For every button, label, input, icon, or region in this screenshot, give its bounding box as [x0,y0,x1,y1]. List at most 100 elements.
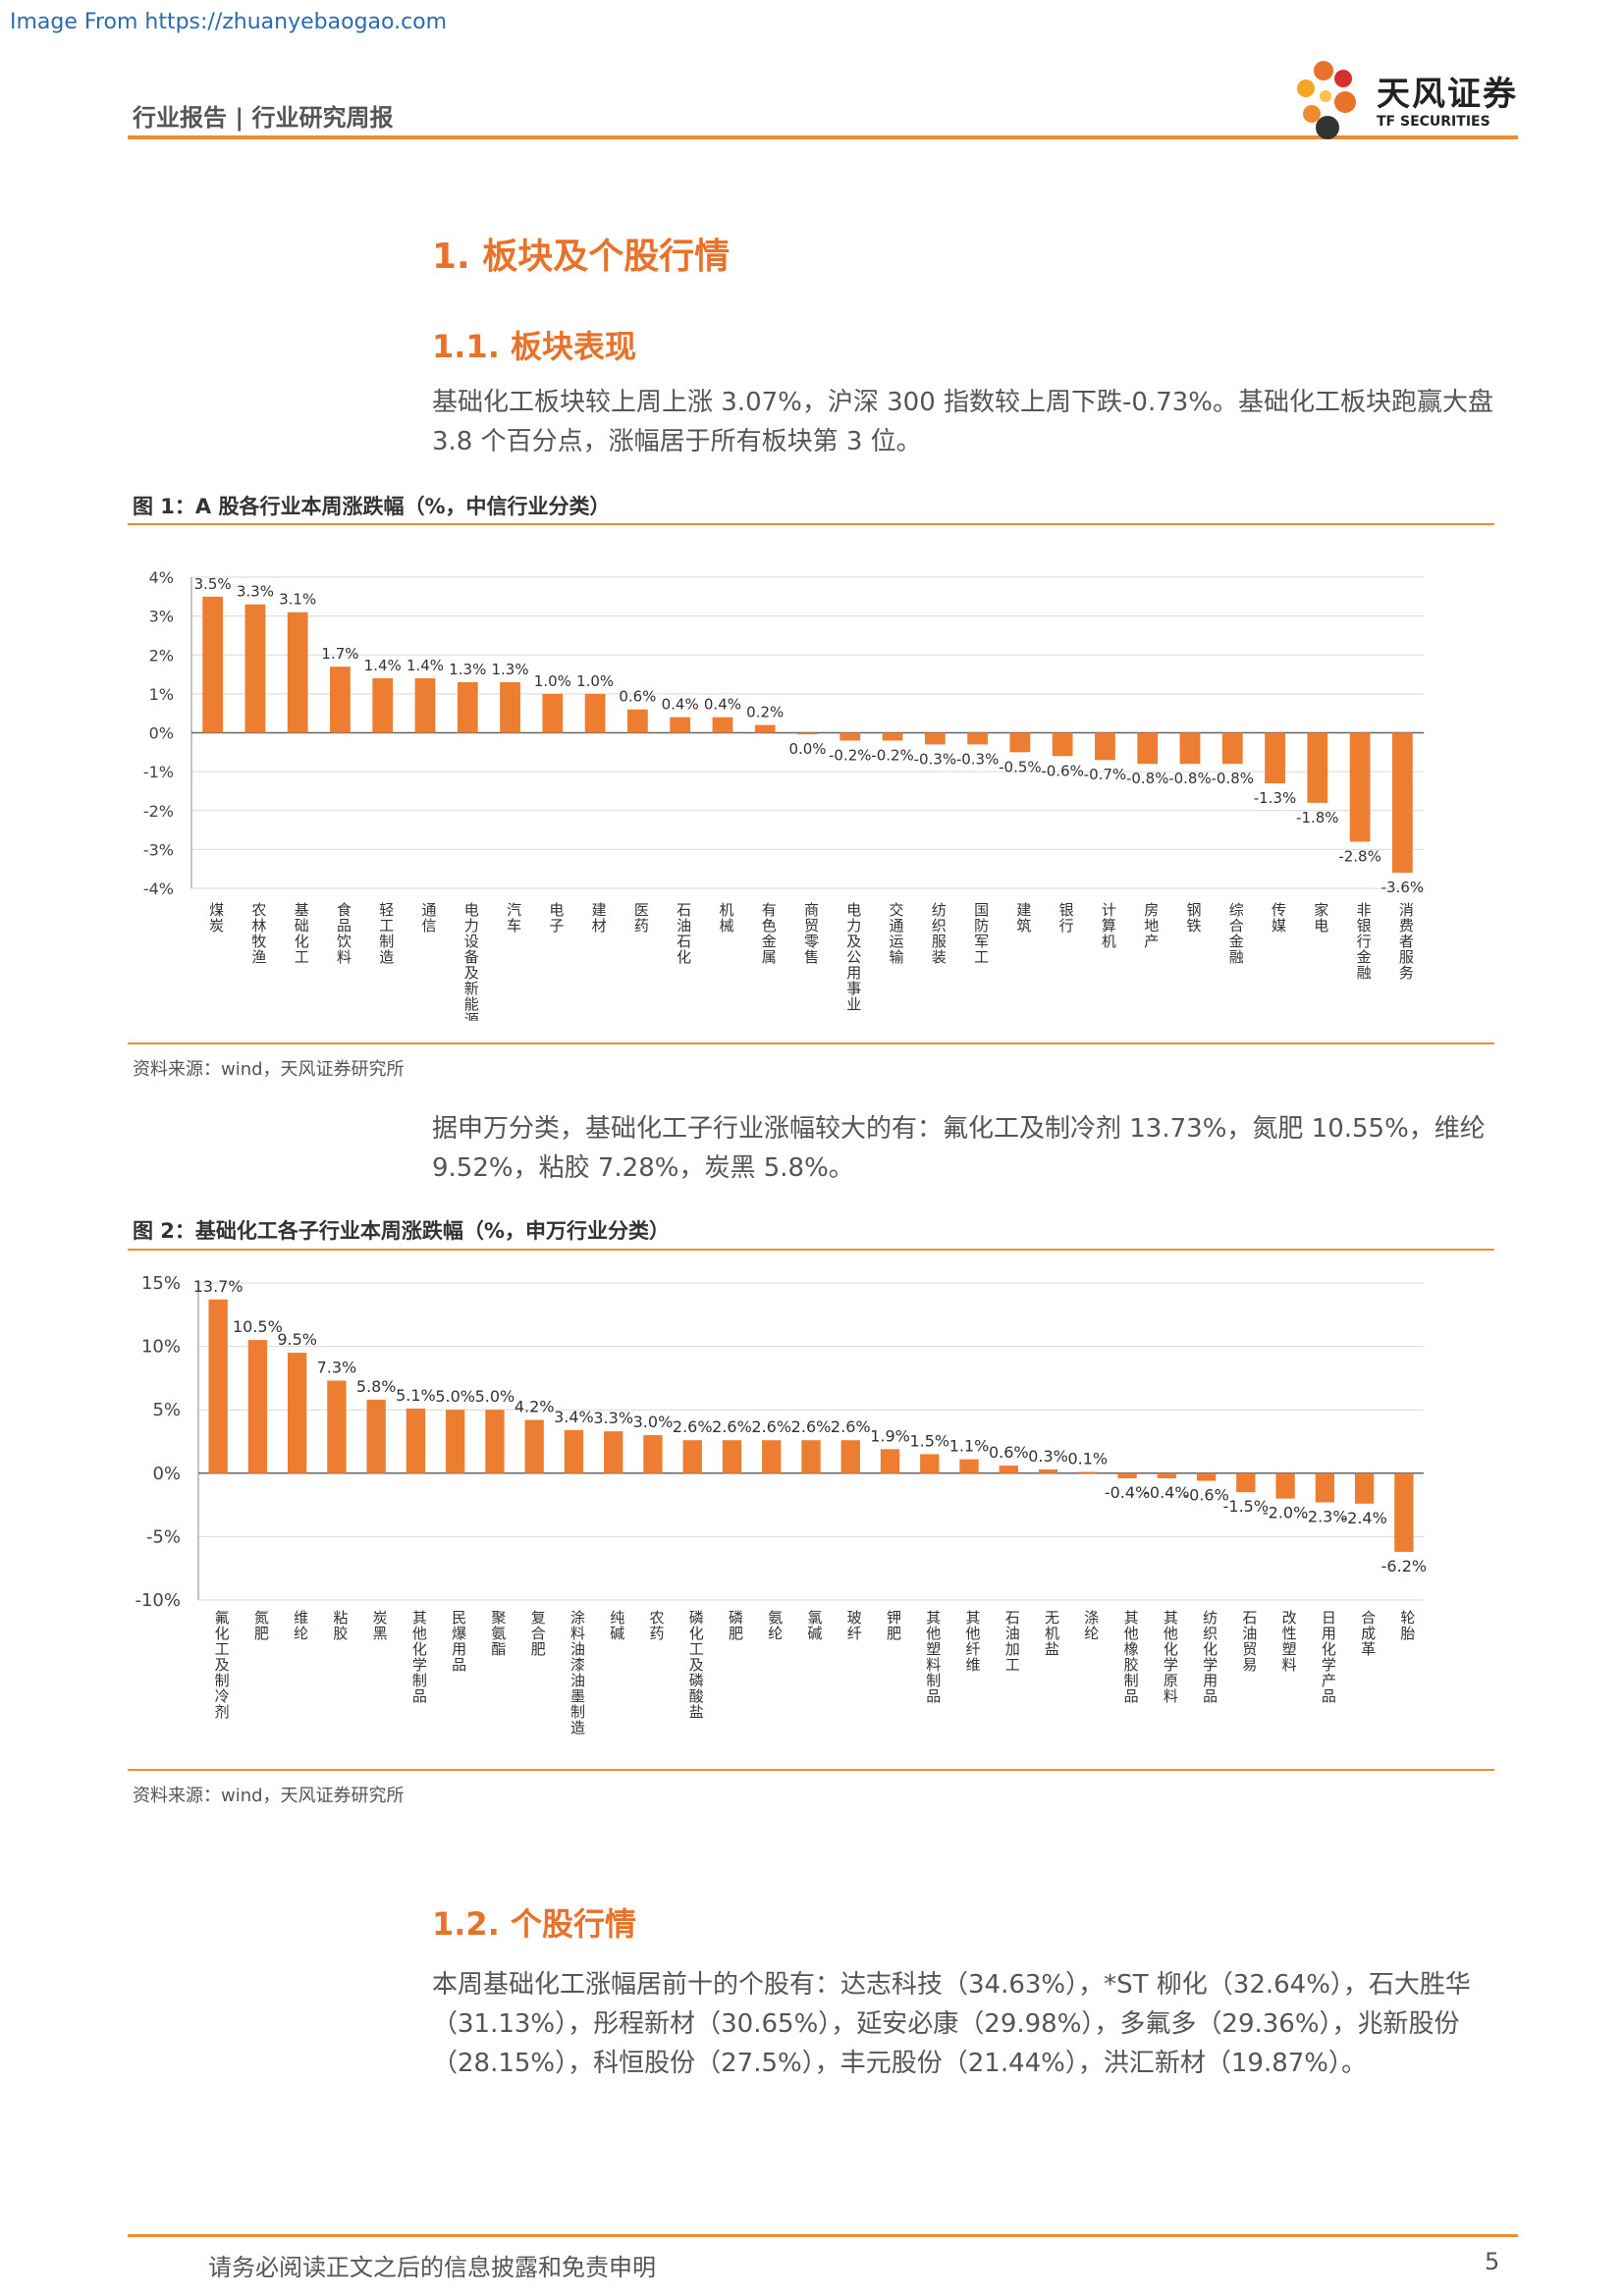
figure-2-bottom-rule [128,1769,1494,1771]
y-tick-label: -4% [143,880,174,898]
category-label: 电力设备及新能源 [464,901,479,1021]
logo-text-en: TF SECURITIES [1377,114,1490,130]
bar [208,1299,228,1473]
data-label: 0.1% [1067,1450,1108,1468]
data-label: 0.2% [746,704,784,721]
footer-divider [128,2234,1518,2237]
category-label: 医药 [634,901,649,934]
y-tick-label: -10% [135,1590,181,1611]
y-tick-label: 5% [152,1400,181,1420]
bar [446,1410,465,1473]
bar [604,1431,623,1473]
category-label: 其他纤维 [966,1609,981,1674]
category-label: 纺织服装 [932,901,947,966]
data-label: 5.1% [396,1386,436,1405]
category-label: 氨纶 [768,1609,783,1642]
bar [712,717,733,733]
bar [1394,1472,1414,1552]
data-label: 0.4% [662,696,699,714]
bar [1307,732,1328,803]
category-label: 纺织化学用品 [1203,1609,1218,1705]
category-label: 计算机 [1102,901,1116,950]
paragraph-subindustry: 据申万分类，基础化工子行业涨幅较大的有：氟化工及制冷剂 13.73%，氮肥 10… [432,1114,1486,1183]
category-label: 通信 [422,901,437,934]
bar [762,1440,782,1473]
category-label: 石油石化 [677,901,691,966]
data-label: 1.9% [870,1426,910,1445]
data-label: -2.3% [1302,1508,1347,1526]
data-label: 0.6% [989,1443,1029,1462]
figure-2-source: 资料来源：wind，天风证券研究所 [133,1786,405,1806]
category-label: 基础化工 [295,901,309,966]
category-label: 家电 [1314,901,1328,934]
bar [524,1419,544,1473]
bar [244,604,266,733]
bar [327,1380,347,1473]
category-label: 国防军工 [974,901,989,966]
bar [500,681,520,733]
paragraph-sector-performance: 基础化工板块较上周上涨 3.07%，沪深 300 指数较上周下跌-0.73%。基… [432,388,1493,456]
category-label: 交通运输 [890,901,904,966]
bar [722,1440,742,1473]
section-title-1-1: 1.1. 板块表现 [432,328,636,365]
bar [542,693,564,733]
category-label: 消费者服务 [1399,901,1414,982]
data-label: 1.1% [949,1437,990,1456]
data-label: -1.5% [1223,1497,1269,1516]
bar [1221,732,1243,765]
data-label: 2.6% [791,1417,832,1436]
bar [999,1466,1018,1473]
data-label: 1.4% [406,657,444,674]
data-label: -2.4% [1341,1509,1386,1527]
bar [1078,1471,1098,1473]
y-tick-label: 0% [149,724,174,743]
category-label: 建筑 [1016,901,1031,934]
category-label: 食品饮料 [337,901,352,966]
category-label: 房地产 [1144,901,1159,950]
data-label: 1.3% [449,661,486,678]
bar [797,732,818,735]
data-label: -1.8% [1296,809,1339,827]
y-tick-label: 10% [141,1337,181,1358]
data-label: -2.0% [1263,1504,1308,1522]
category-label: 汽车 [507,901,521,934]
category-label: 电力及公用事业 [846,901,861,1013]
figure-2-top-rule [128,1249,1494,1251]
bar [924,732,946,745]
data-label: -6.2% [1381,1557,1427,1575]
category-label: 农药 [649,1609,664,1642]
bar [330,667,351,733]
data-label: 3.3% [237,583,274,601]
category-label: 传媒 [1272,901,1286,934]
category-label: 玻纤 [847,1609,862,1642]
category-label: 合成革 [1361,1609,1376,1658]
paragraph-top-stocks: 本周基础化工涨幅居前十的个股有：达志科技（34.63%），*ST 柳化（32.6… [432,1970,1471,2078]
bar [1117,1472,1137,1478]
bar [1265,732,1285,784]
bar [564,1429,584,1473]
category-label: 其他橡胶制品 [1124,1609,1139,1705]
data-label: 0.4% [704,696,741,714]
category-label: 氯碱 [808,1609,823,1642]
data-label: -0.4% [1105,1483,1150,1502]
data-label: 0.0% [788,740,826,758]
logo-text-cn: 天风证券 [1377,75,1518,114]
watermark-text: Image From https://zhuanyebaogao.com [10,10,448,34]
bar [1137,732,1159,765]
category-label: 日用化学产品 [1322,1609,1336,1705]
category-label: 农林牧渔 [251,901,266,966]
category-label: 轮胎 [1400,1609,1415,1642]
category-label: 钾肥 [887,1609,901,1642]
bar [1179,732,1201,765]
category-label: 炭黑 [373,1609,388,1642]
figure-2-chart: 15% 10% 5% 0% -5% -10% 13.7% 氟化工及制冷剂 10.5% 氮肥 9.5%… [135,1273,1427,1736]
data-label: 1.4% [364,657,402,674]
category-label: 氮肥 [254,1609,269,1642]
category-label: 改性塑料 [1282,1609,1297,1674]
y-tick-label: 4% [149,568,174,587]
data-label: 5.0% [435,1387,475,1406]
figure-1-bottom-rule [128,1042,1494,1044]
category-label: 钢铁 [1186,901,1201,934]
data-label: 1.0% [534,672,571,690]
page-number: 5 [1485,2248,1500,2275]
